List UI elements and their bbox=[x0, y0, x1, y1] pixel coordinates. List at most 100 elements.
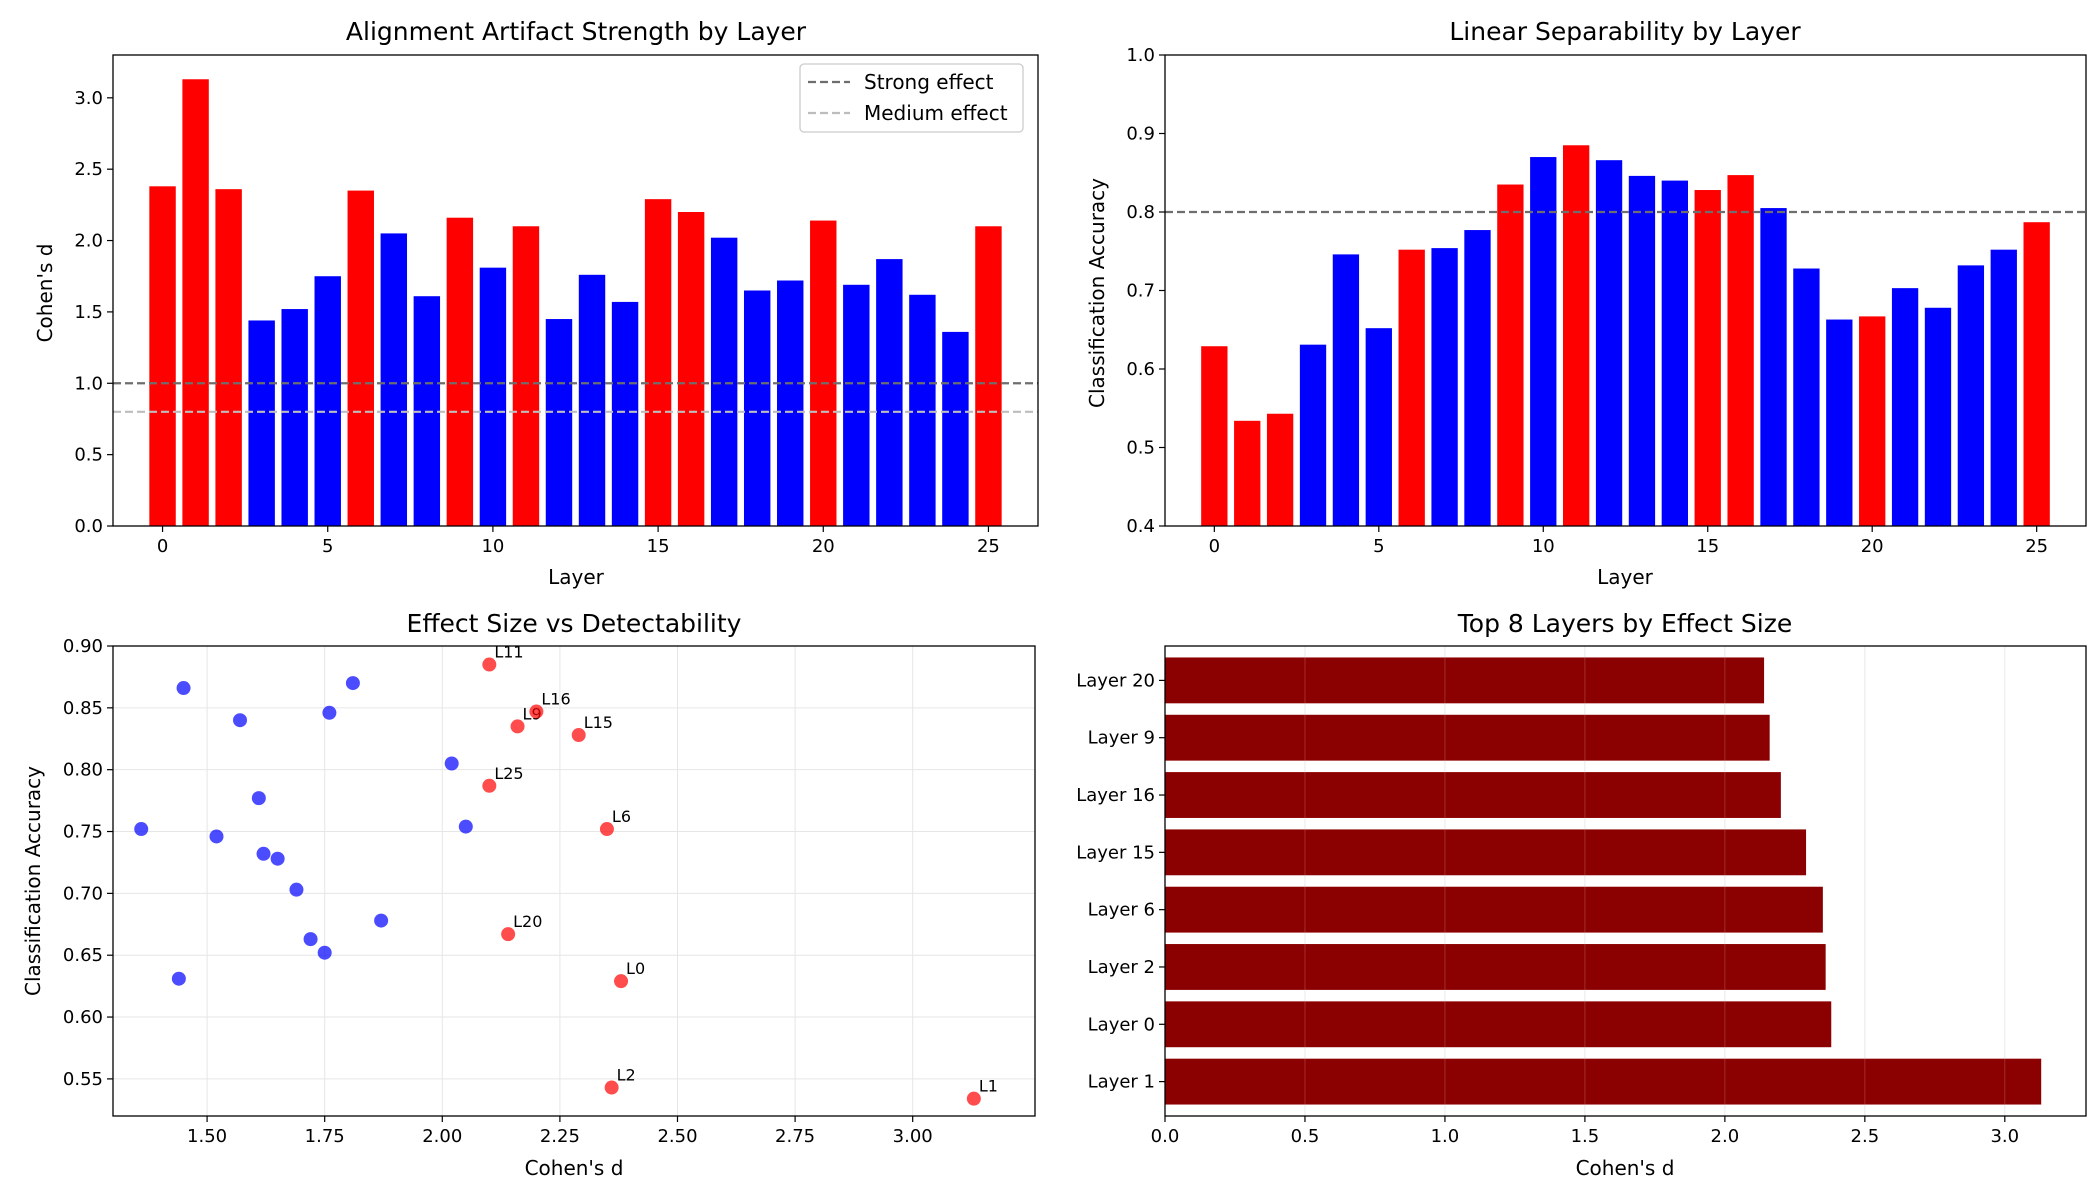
plot-area: 0 5 10 15 20 25 0.0 0.5 1.0 1.5 2.0 2.5 3.0 bbox=[74, 54, 1039, 557]
x-axis-label: Cohen's d bbox=[525, 1156, 624, 1180]
axes-frame bbox=[1164, 645, 2087, 1117]
bar bbox=[710, 237, 738, 526]
panel-linear-separability: Linear Separability by Layer Layer Class… bbox=[1085, 17, 2087, 589]
scatter-point bbox=[270, 851, 285, 866]
y-tick-label: Layer 9 bbox=[1088, 728, 1155, 749]
point-label: L1 bbox=[979, 1077, 998, 1096]
x-tick-label: 0 bbox=[1209, 536, 1220, 557]
bar bbox=[1628, 175, 1656, 526]
y-tick-label: 2.0 bbox=[74, 231, 103, 252]
scatter-point bbox=[614, 974, 629, 989]
bar bbox=[1165, 886, 1823, 933]
panel-artifact-strength: Alignment Artifact Strength by Layer Lay… bbox=[33, 17, 1039, 589]
bar bbox=[1165, 714, 1770, 761]
scatter-point bbox=[233, 713, 248, 728]
bar bbox=[677, 212, 705, 526]
y-axis-label: Classification Accuracy bbox=[1085, 178, 1109, 408]
y-tick-label: Layer 2 bbox=[1088, 957, 1155, 978]
chart-title: Linear Separability by Layer bbox=[1449, 17, 1801, 46]
x-tick-label: 5 bbox=[1373, 536, 1384, 557]
x-tick-label: 0 bbox=[157, 536, 168, 557]
point-label: L6 bbox=[612, 807, 631, 826]
scatter-point bbox=[571, 728, 586, 743]
bar bbox=[578, 274, 606, 526]
bar bbox=[479, 267, 507, 526]
bar bbox=[1661, 180, 1688, 526]
scatter-point bbox=[134, 822, 149, 837]
bar bbox=[1924, 307, 1952, 526]
y-tick-label: 0.60 bbox=[63, 1007, 103, 1028]
x-tick-label: 2.00 bbox=[422, 1126, 462, 1147]
legend-label-medium: Medium effect bbox=[864, 101, 1008, 125]
x-tick-label: 5 bbox=[322, 536, 333, 557]
point-label: L25 bbox=[494, 764, 523, 783]
x-tick-label: 10 bbox=[1532, 536, 1555, 557]
bar bbox=[215, 189, 242, 526]
axes-frame bbox=[112, 54, 1039, 527]
y-tick-label: 1.0 bbox=[1126, 45, 1155, 66]
y-tick-label: Layer 15 bbox=[1076, 842, 1155, 863]
bar bbox=[2023, 222, 2050, 526]
y-tick-label: 0.90 bbox=[63, 636, 103, 657]
bar bbox=[1165, 657, 1765, 704]
bar bbox=[1398, 249, 1425, 526]
y-tick-label: 0.5 bbox=[1126, 438, 1155, 459]
y-tick-label: Layer 0 bbox=[1088, 1014, 1155, 1035]
bar bbox=[1165, 829, 1807, 876]
bar bbox=[611, 301, 639, 526]
bar bbox=[843, 284, 870, 526]
bar bbox=[1497, 184, 1524, 526]
x-tick-label: 3.0 bbox=[1990, 1126, 2019, 1147]
x-tick-label: 2.25 bbox=[540, 1126, 580, 1147]
x-tick-label: 20 bbox=[1861, 536, 1884, 557]
bar bbox=[512, 226, 540, 527]
scatter-point bbox=[289, 882, 304, 897]
scatter-point bbox=[303, 932, 318, 947]
scatter-point bbox=[599, 822, 614, 837]
bar bbox=[1957, 265, 1985, 526]
bar bbox=[1990, 249, 2017, 526]
bar bbox=[1694, 190, 1721, 526]
plot-area: 0 5 10 15 20 25 0.4 0.5 0.6 0.7 0.8 0.9 1.0 bbox=[1126, 45, 2087, 557]
y-tick-label: 0.70 bbox=[63, 883, 103, 904]
scatter-point bbox=[444, 756, 459, 771]
bar bbox=[1234, 420, 1261, 526]
bar bbox=[810, 220, 837, 526]
y-tick-label: Layer 6 bbox=[1088, 900, 1155, 921]
y-tick-label: 0.8 bbox=[1126, 202, 1155, 223]
y-tick-label: 0.80 bbox=[63, 760, 103, 781]
scatter-point bbox=[251, 791, 266, 806]
x-tick-label: 25 bbox=[2025, 536, 2048, 557]
bar bbox=[149, 186, 176, 527]
legend: Strong effect Medium effect bbox=[799, 63, 1024, 133]
scatter-point bbox=[322, 705, 337, 720]
panel-effect-vs-detectability: Effect Size vs Detectability Cohen's d C… bbox=[21, 609, 1036, 1180]
bar bbox=[1793, 268, 1820, 526]
bar bbox=[1165, 1001, 1832, 1048]
point-label: L15 bbox=[584, 713, 613, 732]
y-tick-label: 0.9 bbox=[1126, 124, 1155, 145]
point-label: L11 bbox=[494, 643, 523, 662]
bar bbox=[1826, 319, 1853, 526]
x-tick-label: 2.0 bbox=[1711, 1126, 1740, 1147]
scatter-point bbox=[209, 829, 224, 844]
y-tick-label: 3.0 bbox=[74, 88, 103, 109]
axes-frame bbox=[112, 645, 1036, 1117]
bar bbox=[644, 199, 672, 526]
bar bbox=[909, 294, 936, 526]
bar bbox=[1563, 145, 1590, 526]
y-tick-label: 0.85 bbox=[63, 698, 103, 719]
bar bbox=[1727, 175, 1754, 527]
bar bbox=[1165, 772, 1781, 818]
y-tick-label: 0.75 bbox=[63, 822, 103, 843]
bar bbox=[1201, 346, 1228, 526]
y-tick-label: 0.7 bbox=[1126, 281, 1155, 302]
scatter-point bbox=[317, 945, 332, 960]
point-label: L2 bbox=[617, 1066, 636, 1085]
scatter-point bbox=[510, 719, 525, 734]
y-tick-label: Layer 20 bbox=[1076, 670, 1155, 691]
scatter-point bbox=[176, 681, 191, 696]
bar bbox=[347, 190, 374, 526]
scatter-point bbox=[171, 971, 186, 986]
y-tick-label: 0.0 bbox=[74, 516, 103, 537]
